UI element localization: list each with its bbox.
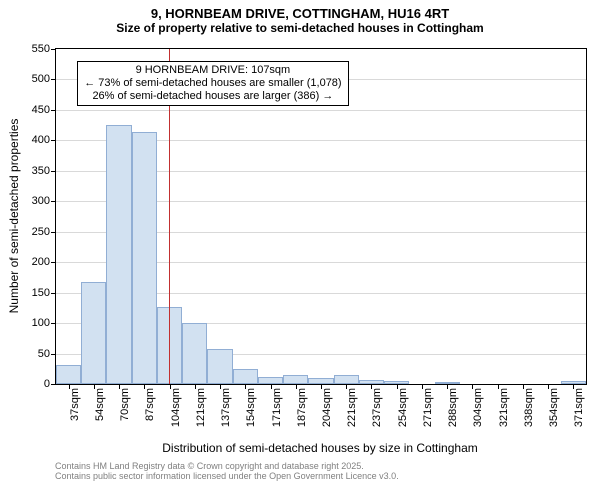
bar bbox=[258, 377, 283, 384]
bar bbox=[56, 365, 81, 384]
x-tick-label: 171sqm bbox=[271, 388, 283, 427]
x-tick-label: 137sqm bbox=[220, 388, 232, 427]
x-tick-label: 154sqm bbox=[245, 388, 257, 427]
bar bbox=[283, 375, 308, 384]
x-tick-label: 254sqm bbox=[397, 388, 409, 427]
x-tick-label: 371sqm bbox=[573, 388, 585, 427]
x-tick-label: 204sqm bbox=[321, 388, 333, 427]
annotation-line: ← 73% of semi-detached houses are smalle… bbox=[84, 77, 341, 90]
y-tick-label: 100 bbox=[32, 317, 56, 329]
x-tick-label: 237sqm bbox=[371, 388, 383, 427]
bar bbox=[334, 375, 359, 384]
y-tick-label: 550 bbox=[32, 43, 56, 55]
x-axis-label: Distribution of semi-detached houses by … bbox=[162, 441, 478, 455]
x-tick-label: 321sqm bbox=[498, 388, 510, 427]
gridline bbox=[56, 110, 586, 111]
bar bbox=[233, 369, 258, 384]
x-tick-label: 288sqm bbox=[447, 388, 459, 427]
bar bbox=[207, 349, 232, 384]
plot-area: 05010015020025030035040045050055037sqm54… bbox=[55, 48, 587, 385]
annotation-box: 9 HORNBEAM DRIVE: 107sqm← 73% of semi-de… bbox=[77, 61, 348, 107]
x-tick-label: 37sqm bbox=[69, 388, 81, 421]
y-tick-label: 150 bbox=[32, 287, 56, 299]
x-tick-label: 338sqm bbox=[523, 388, 535, 427]
x-tick-label: 271sqm bbox=[422, 388, 434, 427]
y-tick-label: 350 bbox=[32, 165, 56, 177]
y-tick-label: 500 bbox=[32, 73, 56, 85]
y-tick-label: 250 bbox=[32, 226, 56, 238]
x-tick-label: 304sqm bbox=[472, 388, 484, 427]
x-tick-label: 54sqm bbox=[94, 388, 106, 421]
chart-subtitle: Size of property relative to semi-detach… bbox=[0, 21, 600, 35]
bar bbox=[182, 323, 207, 384]
bar bbox=[81, 282, 106, 384]
x-tick-label: 354sqm bbox=[548, 388, 560, 427]
bar bbox=[132, 132, 157, 384]
x-tick-label: 221sqm bbox=[346, 388, 358, 427]
x-tick-label: 70sqm bbox=[119, 388, 131, 421]
y-tick-label: 200 bbox=[32, 256, 56, 268]
x-tick-label: 187sqm bbox=[296, 388, 308, 427]
y-tick-label: 450 bbox=[32, 104, 56, 116]
x-tick-label: 104sqm bbox=[170, 388, 182, 427]
bar bbox=[106, 125, 131, 384]
y-tick-label: 50 bbox=[38, 348, 56, 360]
annotation-line: 26% of semi-detached houses are larger (… bbox=[84, 90, 341, 103]
chart-title: 9, HORNBEAM DRIVE, COTTINGHAM, HU16 4RT bbox=[0, 0, 600, 21]
y-tick-label: 400 bbox=[32, 134, 56, 146]
y-tick-label: 0 bbox=[44, 378, 56, 390]
x-tick-label: 87sqm bbox=[144, 388, 156, 421]
chart-container: 9, HORNBEAM DRIVE, COTTINGHAM, HU16 4RT … bbox=[0, 0, 600, 500]
y-axis-label: Number of semi-detached properties bbox=[7, 118, 21, 313]
credit-text: Contains HM Land Registry data © Crown c… bbox=[55, 461, 399, 481]
annotation-line: 9 HORNBEAM DRIVE: 107sqm bbox=[84, 64, 341, 77]
y-tick-label: 300 bbox=[32, 195, 56, 207]
x-tick-label: 121sqm bbox=[195, 388, 207, 427]
